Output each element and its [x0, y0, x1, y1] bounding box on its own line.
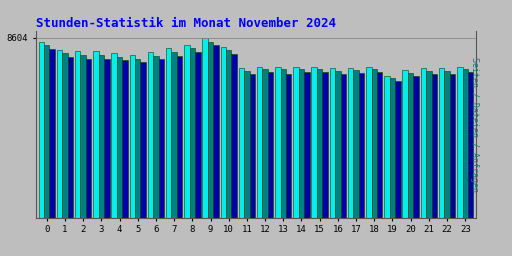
Bar: [262, 69, 268, 218]
Bar: [57, 50, 62, 218]
Bar: [366, 67, 372, 218]
Bar: [359, 73, 364, 218]
Bar: [468, 72, 474, 218]
Text: Stunden-Statistik im Monat November 2024: Stunden-Statistik im Monat November 2024: [36, 17, 336, 29]
Bar: [38, 41, 44, 218]
Bar: [159, 59, 164, 218]
Bar: [257, 67, 262, 218]
Bar: [426, 71, 432, 218]
Bar: [317, 69, 323, 218]
Bar: [335, 71, 340, 218]
Bar: [348, 68, 353, 218]
Bar: [268, 72, 273, 218]
Bar: [281, 69, 286, 218]
Bar: [213, 45, 219, 218]
Bar: [99, 55, 104, 218]
Bar: [439, 68, 444, 218]
Bar: [140, 62, 146, 218]
Bar: [353, 70, 359, 218]
Bar: [68, 57, 73, 218]
Y-axis label: Seiten / Dateien / Anfragen: Seiten / Dateien / Anfragen: [470, 57, 479, 192]
Bar: [195, 52, 201, 218]
Bar: [311, 67, 317, 218]
Bar: [304, 72, 310, 218]
Bar: [166, 48, 172, 218]
Bar: [377, 72, 382, 218]
Bar: [135, 59, 140, 218]
Bar: [293, 67, 299, 218]
Bar: [184, 45, 189, 218]
Bar: [462, 69, 468, 218]
Bar: [402, 70, 408, 218]
Bar: [50, 49, 55, 218]
Bar: [444, 71, 450, 218]
Bar: [86, 59, 91, 218]
Bar: [239, 68, 244, 218]
Bar: [250, 74, 255, 218]
Bar: [44, 45, 50, 218]
Bar: [130, 55, 135, 218]
Bar: [117, 57, 122, 218]
Bar: [122, 60, 127, 218]
Bar: [323, 72, 328, 218]
Bar: [413, 76, 419, 218]
Bar: [111, 53, 117, 218]
Bar: [177, 56, 182, 218]
Bar: [330, 68, 335, 218]
Bar: [395, 81, 401, 218]
Bar: [372, 69, 377, 218]
Bar: [62, 53, 68, 218]
Bar: [432, 74, 437, 218]
Bar: [153, 56, 159, 218]
Bar: [299, 69, 304, 218]
Bar: [244, 71, 250, 218]
Bar: [202, 38, 208, 218]
Bar: [104, 59, 110, 218]
Bar: [172, 52, 177, 218]
Bar: [221, 47, 226, 218]
Bar: [421, 68, 426, 218]
Bar: [226, 50, 231, 218]
Bar: [275, 67, 281, 218]
Bar: [390, 78, 395, 218]
Bar: [286, 74, 291, 218]
Bar: [408, 73, 413, 218]
Bar: [340, 74, 346, 218]
Bar: [231, 54, 237, 218]
Bar: [457, 67, 462, 218]
Bar: [93, 51, 99, 218]
Bar: [450, 74, 455, 218]
Bar: [148, 52, 153, 218]
Bar: [80, 55, 86, 218]
Bar: [208, 41, 213, 218]
Bar: [189, 48, 195, 218]
Bar: [75, 51, 80, 218]
Bar: [385, 76, 390, 218]
